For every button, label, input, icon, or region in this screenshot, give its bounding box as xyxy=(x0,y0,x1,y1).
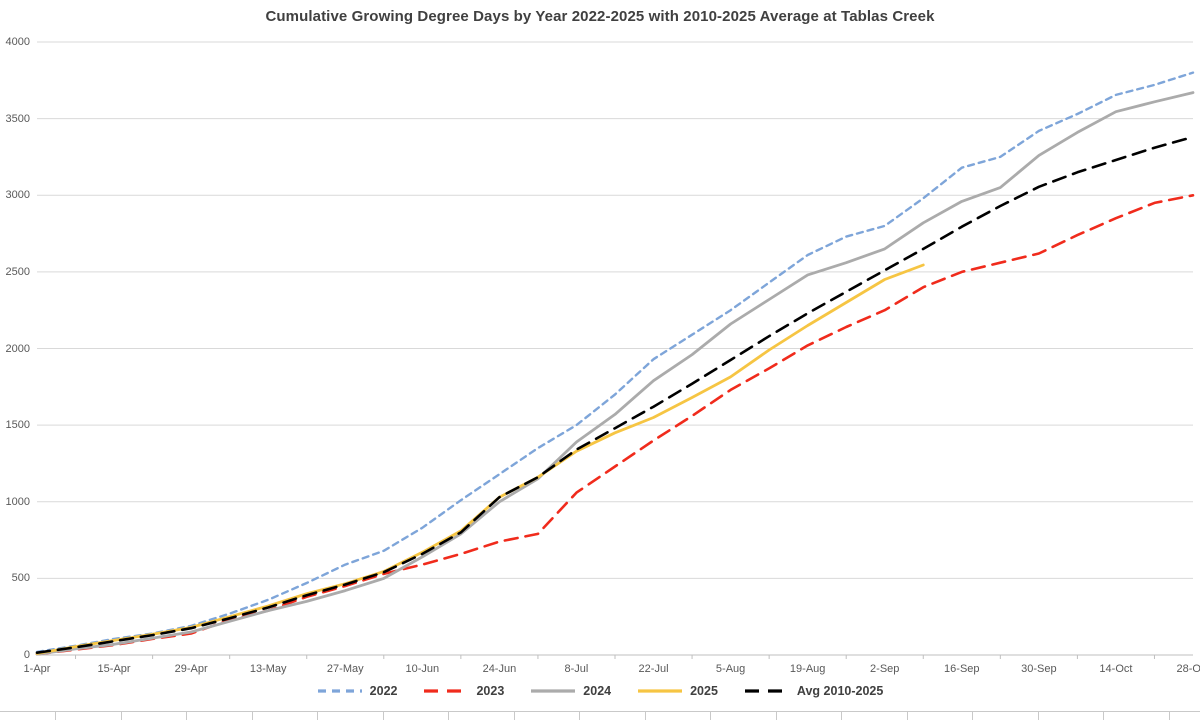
ruler-tick xyxy=(776,712,777,720)
ruler-tick xyxy=(841,712,842,720)
ruler-tick xyxy=(1038,712,1039,720)
legend-item-avg-2010-2025: Avg 2010-2025 xyxy=(744,684,883,698)
ruler-tick xyxy=(710,712,711,720)
bottom-ruler xyxy=(0,711,1200,720)
y-axis-label: 3000 xyxy=(5,189,30,202)
x-axis-label: 24-Jun xyxy=(482,663,517,675)
legend-label: Avg 2010-2025 xyxy=(796,684,884,698)
x-axis-label: 5-Aug xyxy=(715,663,746,675)
ruler-tick xyxy=(448,712,449,720)
ruler-tick xyxy=(907,712,908,720)
y-axis-label: 500 xyxy=(11,572,30,585)
y-axis-label: 1500 xyxy=(5,419,30,432)
series-line-2024 xyxy=(35,91,1195,656)
ruler-tick xyxy=(383,712,384,720)
legend-label: 2025 xyxy=(690,684,718,698)
ruler-tick xyxy=(186,712,187,720)
x-axis-label: 16-Sep xyxy=(944,663,980,675)
legend-label: 2022 xyxy=(369,684,398,698)
legend-label: 2024 xyxy=(583,684,612,698)
ruler-tick xyxy=(972,712,973,720)
x-axis-label: 29-Apr xyxy=(174,663,208,675)
legend-marker xyxy=(638,689,683,693)
y-axis-label: 2500 xyxy=(5,265,30,278)
legend-item-2025: 2025 xyxy=(637,684,718,698)
y-axis-label: 0 xyxy=(23,649,30,661)
ruler-tick xyxy=(121,712,122,720)
ruler-tick xyxy=(645,712,646,720)
y-axis-label: 1000 xyxy=(5,495,30,508)
legend-marker xyxy=(744,689,789,693)
x-axis-label: 13-May xyxy=(249,663,287,675)
x-axis-label: 8-Jul xyxy=(564,663,589,675)
ruler-tick xyxy=(1169,712,1170,720)
y-axis-label: 3500 xyxy=(5,112,30,125)
chart-title: Cumulative Growing Degree Days by Year 2… xyxy=(265,8,935,25)
x-axis-label: 10-Jun xyxy=(405,663,440,675)
legend-item-2023: 2023 xyxy=(423,684,504,698)
y-axis-label: 2000 xyxy=(5,342,30,355)
x-axis-label: 19-Aug xyxy=(789,663,826,675)
series-line-2025 xyxy=(35,263,925,655)
legend-item-2024: 2024 xyxy=(530,684,611,698)
legend-marker xyxy=(317,689,362,693)
x-axis-label: 2-Sep xyxy=(870,663,900,675)
series-line-2022 xyxy=(35,71,1195,654)
ruler-tick xyxy=(317,712,318,720)
series-line-avg-2010-2025 xyxy=(35,135,1195,655)
x-axis-label: 27-May xyxy=(326,663,364,675)
ruler-tick xyxy=(579,712,580,720)
chart-legend: 2022 2023 2024 2025 Avg 2010-2025 xyxy=(0,684,1200,698)
x-axis-label: 22-Jul xyxy=(638,663,669,675)
x-axis-label: 1-Apr xyxy=(23,663,51,675)
legend-marker xyxy=(531,689,576,693)
ruler-tick xyxy=(514,712,515,720)
x-axis-label: 30-Sep xyxy=(1021,663,1057,675)
x-axis-label: 15-Apr xyxy=(97,663,131,675)
ruler-tick xyxy=(252,712,253,720)
x-axis-label: 28-Oct xyxy=(1176,663,1200,675)
legend-marker xyxy=(424,689,469,693)
legend-item-2022: 2022 xyxy=(317,684,398,698)
x-axis-label: 14-Oct xyxy=(1099,663,1133,675)
legend-label: 2023 xyxy=(476,684,505,698)
series-line-2023 xyxy=(35,194,1195,656)
ruler-tick xyxy=(1103,712,1104,720)
y-axis-label: 4000 xyxy=(5,36,30,48)
ruler-tick xyxy=(55,712,56,720)
